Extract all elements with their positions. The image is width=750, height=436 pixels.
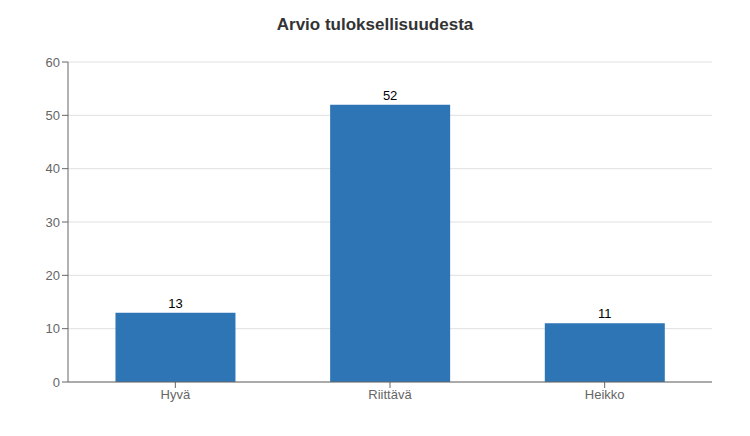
svg-text:30: 30 bbox=[46, 215, 60, 230]
svg-text:Hyvä: Hyvä bbox=[161, 387, 191, 402]
svg-text:11: 11 bbox=[598, 306, 612, 321]
svg-text:60: 60 bbox=[46, 55, 60, 70]
svg-text:Heikko: Heikko bbox=[585, 387, 625, 402]
svg-text:10: 10 bbox=[46, 321, 60, 336]
svg-text:13: 13 bbox=[168, 296, 182, 311]
svg-text:Riittävä: Riittävä bbox=[368, 387, 412, 402]
html-text:Arvio tuloksellisuudesta: Arvio tuloksellisuudesta bbox=[276, 15, 474, 34]
svg-text:40: 40 bbox=[46, 161, 60, 176]
svg-text:50: 50 bbox=[46, 108, 60, 123]
svg-text:0: 0 bbox=[53, 375, 60, 390]
svg-text:20: 20 bbox=[46, 268, 60, 283]
svg-text:52: 52 bbox=[383, 88, 397, 103]
